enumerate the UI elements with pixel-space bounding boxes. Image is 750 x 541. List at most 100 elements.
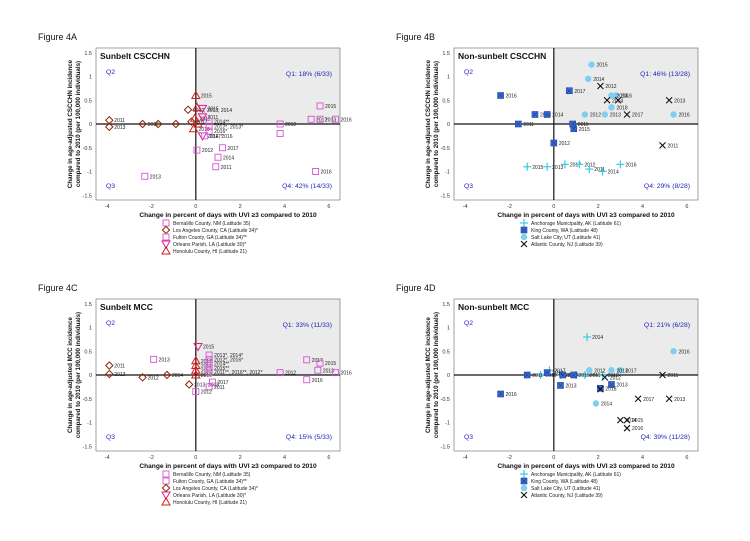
x-tick-label: 4	[641, 455, 644, 461]
legend-marker	[161, 483, 171, 493]
data-label: 2012	[285, 371, 296, 377]
data-label: 2014, 2016	[207, 134, 232, 140]
data-point	[303, 356, 311, 364]
legend-entry: Honolulu County, HI (Latitude 21)	[173, 500, 247, 506]
x-tick-label: -2	[507, 204, 512, 210]
x-tick-label: -2	[149, 455, 154, 461]
data-label: 2017	[632, 113, 643, 119]
x-tick-label: -4	[463, 455, 468, 461]
data-point	[623, 424, 631, 432]
panel-title: Non-sunbelt CSCCHN	[458, 51, 546, 61]
data-label: 2011	[590, 373, 601, 379]
y-tick-label: -1	[87, 170, 92, 176]
data-point	[188, 123, 199, 133]
legend-entry: Salt Lake City, UT (Latitude 41)	[531, 235, 601, 241]
data-point	[601, 373, 609, 381]
data-point	[536, 371, 545, 379]
data-point	[205, 118, 213, 126]
quadrant-q2-label: Q2	[106, 69, 115, 76]
y-tick-label: 0	[89, 373, 92, 379]
data-point	[531, 111, 539, 118]
legend-marker	[162, 219, 170, 227]
data-label: 2014	[223, 155, 234, 161]
data-label: 2013	[159, 357, 170, 363]
data-label: 2015	[579, 373, 590, 379]
data-label: 2014	[601, 402, 612, 408]
y-tick-label: 0	[447, 373, 450, 379]
legend-entry: Anchorage Municipality, AK (Latitude 61)	[531, 472, 621, 478]
data-point	[153, 119, 163, 129]
data-label: 2012*, 2016*	[214, 357, 243, 363]
x-tick-label: 6	[327, 204, 330, 210]
x-tick-label: 2	[597, 455, 600, 461]
data-label: 2015**	[214, 366, 229, 372]
data-label: 2012	[559, 141, 570, 147]
data-point	[584, 75, 592, 83]
quadrant-q1-label: Q1: 33% (11/33)	[283, 322, 332, 329]
y-tick-label: 0	[89, 122, 92, 128]
data-label: 2013, 2015	[194, 383, 219, 389]
quadrant-q1-label: Q1: 21% (6/28)	[644, 322, 690, 329]
legend-marker	[162, 233, 170, 241]
data-label: 2011	[594, 167, 605, 173]
x-tick-label: -2	[149, 204, 154, 210]
y-tick-label: -1.5	[441, 193, 450, 199]
data-label: 2017	[570, 162, 581, 168]
legend-entry: King County, WA (Latitude 48)	[531, 228, 598, 234]
legend-entry: Atlantic County, NJ (Latitude 39)	[531, 242, 603, 248]
data-label: 2013	[150, 174, 161, 180]
legend-entry: King County, WA (Latitude 48)	[531, 479, 598, 485]
legend-marker	[162, 470, 170, 478]
figure-4b-panel: Figure 4B -4 -2 0 2 4 6 -1.5 -1 -0.5 0 0.5 1 1.5 Chan…	[396, 32, 734, 258]
data-point	[190, 365, 201, 374]
data-label: 2015	[203, 345, 214, 351]
y-tick-label: 1	[89, 75, 92, 81]
data-label: 2013	[616, 383, 627, 389]
data-point	[189, 113, 200, 122]
data-point	[150, 355, 158, 363]
data-label: 2012	[608, 373, 619, 379]
data-point	[184, 380, 194, 389]
quadrant-q1-label: Q1: 18% (6/33)	[286, 71, 332, 78]
data-point	[566, 87, 573, 95]
data-label: 2013	[114, 125, 125, 131]
data-label: 2016	[625, 162, 636, 168]
y-tick-label: -1	[87, 421, 92, 427]
legend-entry: Bernalillo County, NM (Latitude 35)	[173, 221, 251, 227]
data-point	[659, 371, 666, 379]
x-tick-label: 6	[685, 204, 688, 210]
data-point	[557, 382, 564, 389]
data-label: 2016	[679, 349, 690, 355]
figure-4a-chart: -4 -2 0 2 4 6 -1.5 -1 -0.5 0 0.5 1 1.5 Change in perc…	[67, 47, 352, 255]
q1-shade	[195, 299, 340, 375]
data-label: 2013	[552, 165, 563, 171]
y-tick-label: 1	[447, 326, 450, 332]
data-label: 2014	[608, 170, 619, 176]
quadrant-q2-label: Q2	[464, 320, 473, 327]
data-label: 2012	[610, 375, 621, 381]
data-point	[205, 127, 213, 135]
legend-marker	[161, 491, 171, 501]
data-point	[623, 111, 631, 118]
x-tick-label: 0	[552, 455, 555, 461]
quadrant-q4-label: Q4: 29% (8/28)	[644, 183, 690, 190]
figure-4b-chart: -4 -2 0 2 4 6 -1.5 -1 -0.5 0 0.5 1 1.5 Change in perc…	[425, 47, 699, 248]
data-label: 2013	[610, 113, 621, 119]
data-point	[515, 120, 522, 128]
data-point	[212, 163, 220, 171]
data-points: 2016201120132014201720152012201120152014…	[497, 61, 690, 176]
data-point	[575, 160, 584, 169]
data-label: 2012*, 2013*	[214, 124, 243, 130]
data-label: 2012	[584, 162, 595, 168]
legend-entry: Fulton County, GA (Latitude 34)**	[173, 235, 247, 241]
data-point	[588, 61, 595, 68]
data-point	[617, 367, 624, 374]
y-tick-label: 1	[89, 326, 92, 332]
legend-entry: Bernalillo County, NM (Latitude 35)	[173, 472, 251, 478]
data-point	[205, 383, 213, 391]
data-point	[543, 111, 551, 118]
data-point	[616, 160, 625, 169]
data-label: 2013	[674, 397, 685, 403]
data-point	[586, 367, 593, 374]
data-label: 2014	[552, 113, 563, 119]
